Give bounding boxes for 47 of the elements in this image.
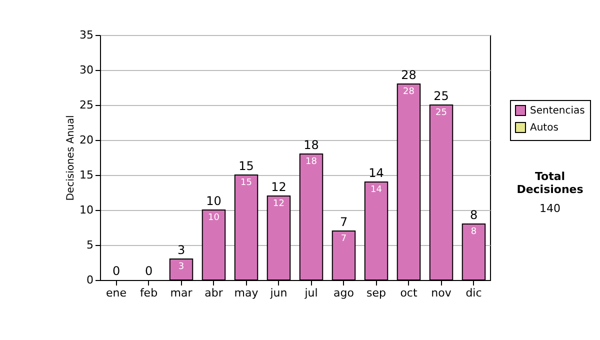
- data-label: 14: [370, 185, 382, 195]
- total-label: 8: [470, 208, 478, 222]
- total-label: 3: [177, 243, 186, 257]
- data-label: 10: [208, 213, 220, 223]
- text: 140: [538, 202, 562, 215]
- data-label: 3: [178, 262, 184, 272]
- data-label: 12: [273, 199, 284, 209]
- y-tick-label: 10: [80, 204, 94, 216]
- x-tick-label: jul: [304, 286, 318, 300]
- y-tick-label: 0: [86, 274, 94, 286]
- data-label: 18: [306, 157, 318, 167]
- x-tick-label: oct: [400, 286, 418, 300]
- data-label: 7: [340, 234, 347, 244]
- data-label: 15: [240, 178, 252, 188]
- x-tick-label: may: [234, 286, 259, 300]
- x-tick-label: ago: [334, 286, 354, 300]
- total-label: 7: [340, 215, 348, 229]
- y-tick-label: 30: [80, 64, 94, 76]
- y-tick-label: 5: [86, 238, 94, 252]
- total-label: 0: [112, 264, 120, 278]
- total-label: 28: [401, 68, 416, 82]
- x-tick-label: abr: [204, 286, 224, 300]
- total-label: 18: [304, 138, 319, 152]
- x-tick-label: ene: [106, 286, 127, 300]
- x-tick-label: sep: [366, 286, 386, 300]
- data-label: 8: [470, 227, 477, 237]
- total-label: 12: [271, 180, 286, 194]
- legend-label: Sentencias: [530, 106, 585, 116]
- data-label: 28: [403, 87, 415, 97]
- x-tick-label: jun: [269, 286, 288, 300]
- total-label: 0: [144, 264, 153, 278]
- y-tick-label: 35: [80, 28, 94, 42]
- x-tick-label: dic: [466, 286, 482, 300]
- x-tick-label: mar: [170, 286, 193, 300]
- total-label: 15: [238, 159, 254, 173]
- x-tick-label: feb: [140, 286, 158, 300]
- legend-label: Autos: [530, 122, 558, 134]
- total-label: 10: [206, 194, 222, 208]
- y-axis-title: Decisiones Anual: [66, 115, 77, 201]
- y-tick-label: 15: [80, 168, 94, 182]
- y-tick-label: 25: [80, 98, 94, 112]
- x-tick-label: nov: [431, 286, 452, 300]
- y-tick-label: 20: [80, 134, 94, 146]
- data-label: 25: [436, 108, 447, 118]
- text: Total Decisiones: [516, 170, 584, 196]
- total-label: 25: [434, 89, 449, 103]
- total-label: 14: [368, 166, 384, 180]
